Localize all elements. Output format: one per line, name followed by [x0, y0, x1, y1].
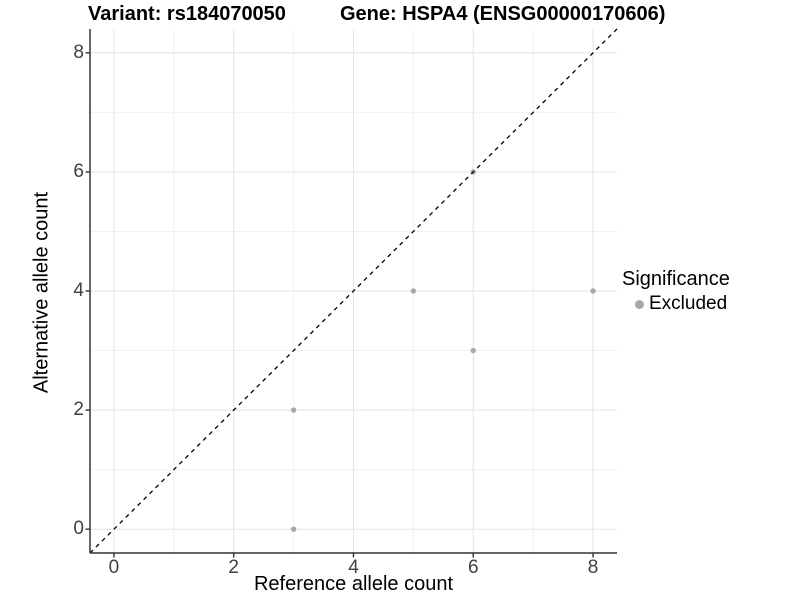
- plot-title-gene: Gene: HSPA4 (ENSG00000170606): [340, 3, 666, 25]
- y-axis-title: Alternative allele count: [30, 191, 53, 394]
- x-tick-label: 0: [108, 557, 120, 578]
- x-tick-label: 4: [348, 557, 359, 578]
- y-tick-label: 2: [73, 399, 84, 421]
- x-tick-label: 8: [587, 557, 599, 578]
- data-point: [470, 347, 476, 354]
- legend-entry-excluded: Excluded: [622, 293, 730, 315]
- identity-reference-line: [89, 28, 618, 554]
- y-tick-label: 0: [73, 518, 84, 540]
- y-tick-label: 6: [73, 160, 84, 182]
- data-point: [290, 407, 297, 413]
- legend-key-dot-icon: [635, 299, 644, 309]
- y-tick-label: 8: [73, 41, 84, 63]
- x-tick-label: 2: [228, 557, 239, 578]
- x-tick-label: 6: [467, 557, 479, 578]
- data-point: [290, 526, 297, 532]
- data-point: [590, 288, 596, 294]
- legend: Significance Excluded: [622, 268, 730, 315]
- plot-title-variant: Variant: rs184070050: [88, 3, 286, 25]
- legend-entry-label: Excluded: [649, 293, 728, 314]
- x-axis-title: Reference allele count: [253, 573, 453, 595]
- y-tick-label: 4: [73, 280, 84, 301]
- data-point: [410, 288, 417, 294]
- legend-title: Significance: [622, 268, 730, 290]
